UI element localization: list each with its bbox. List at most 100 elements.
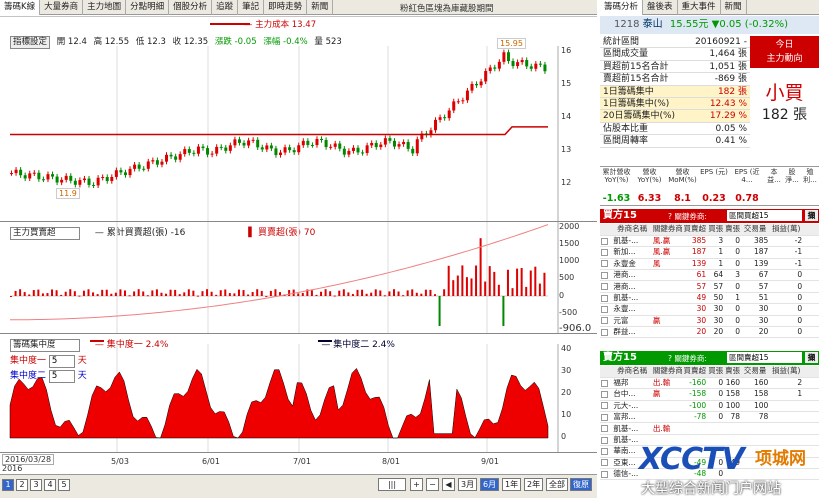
- table-row[interactable]: 富邦... -78 0 78 78: [600, 411, 819, 424]
- table-row[interactable]: 群益... 20 20 0 20 0: [600, 326, 819, 339]
- tab-events[interactable]: 重大事件: [678, 0, 721, 15]
- row-checkbox[interactable]: [601, 317, 608, 325]
- tab-stock-analysis[interactable]: 個股分析: [169, 0, 213, 15]
- candle-body: [14, 169, 18, 174]
- table-row[interactable]: 永豐金風 139 1 0 139 -1: [600, 258, 819, 271]
- row-checkbox[interactable]: [601, 470, 608, 478]
- netbuy-bar: [206, 289, 209, 296]
- row-checkbox[interactable]: [601, 425, 608, 433]
- zoom-out-icon[interactable]: −: [426, 478, 439, 491]
- tab-track[interactable]: 追蹤: [212, 0, 239, 15]
- table-row[interactable]: 德信-... -48 0: [600, 468, 819, 481]
- table-row[interactable]: 港商... 57 57 0 57 0: [600, 280, 819, 293]
- column-header[interactable]: 關鍵券商: [651, 224, 683, 236]
- column-header[interactable]: 券商名稱: [612, 224, 652, 236]
- column-header[interactable]: 賣張: [724, 224, 742, 236]
- candle-body: [502, 52, 506, 62]
- table-row[interactable]: 港商... 61 64 3 67 0: [600, 269, 819, 282]
- table-row[interactable]: 凱基-... 風.贏 385 3 0 385 -2: [600, 235, 819, 248]
- candlestick-chart[interactable]: [0, 16, 597, 222]
- row-checkbox[interactable]: [601, 260, 608, 268]
- table-row[interactable]: 亞東... -49 0 49: [600, 457, 819, 470]
- column-header[interactable]: 賣張: [724, 366, 742, 378]
- tab-right-news[interactable]: 新聞: [721, 0, 747, 15]
- column-header[interactable]: 交易量: [741, 366, 770, 378]
- row-checkbox[interactable]: [601, 248, 608, 256]
- range-3m-button[interactable]: 3月: [458, 478, 478, 491]
- row-checkbox[interactable]: [601, 237, 608, 245]
- range-1y-button[interactable]: 1年: [502, 478, 522, 491]
- row-checkbox[interactable]: [601, 459, 608, 467]
- page-2-button[interactable]: 2: [16, 479, 28, 491]
- tab-after-hours[interactable]: 盤後表: [643, 0, 678, 15]
- conc1-days-select[interactable]: 5: [48, 355, 75, 368]
- table-row[interactable]: 凱基-... 出.輸: [600, 422, 819, 435]
- range-6m-button[interactable]: 6月: [480, 478, 500, 491]
- buy-capture-button[interactable]: 擷: [805, 210, 818, 221]
- tab-branch-detail[interactable]: 分點明細: [126, 0, 170, 15]
- row-checkbox[interactable]: [601, 413, 608, 421]
- column-header[interactable]: 券商名稱: [612, 366, 652, 378]
- page-5-button[interactable]: 5: [58, 479, 70, 491]
- row-checkbox[interactable]: [601, 379, 608, 387]
- conc2-days-select[interactable]: 5: [48, 370, 75, 383]
- row-checkbox[interactable]: [601, 447, 608, 455]
- column-header[interactable]: 交易量: [741, 224, 770, 236]
- tab-kline[interactable]: 籌碼K線: [0, 0, 41, 15]
- concentration-select[interactable]: 籌碼集中度: [10, 339, 80, 352]
- tab-major-broker[interactable]: 大量券商: [40, 0, 84, 15]
- table-row[interactable]: 永豐... 30 30 0 30 0: [600, 303, 819, 316]
- indicator-settings-button[interactable]: 指標設定: [10, 36, 51, 49]
- row-checkbox[interactable]: [601, 402, 608, 410]
- row-checkbox[interactable]: [601, 390, 608, 398]
- column-header[interactable]: 買賣超: [682, 366, 708, 378]
- table-row[interactable]: 福邦 出.輸 -160 0 160 160 2: [600, 377, 819, 390]
- page-4-button[interactable]: 4: [44, 479, 56, 491]
- row-checkbox[interactable]: [601, 305, 608, 313]
- range-2y-button[interactable]: 2年: [524, 478, 544, 491]
- column-header[interactable]: 關鍵券商: [651, 366, 683, 378]
- ytick-16: 16: [561, 46, 572, 55]
- table-cell: 港商...: [612, 280, 652, 293]
- conc2-legend: — 集中度二 2.4%: [321, 340, 395, 350]
- table-row[interactable]: 華南...: [600, 445, 819, 458]
- indicator-select[interactable]: 主力買賣超: [10, 227, 80, 240]
- stat-value: 20160921 -: [695, 37, 747, 47]
- ytick-13: 13: [561, 145, 572, 154]
- sell-range-select[interactable]: 區間賣超15: [727, 352, 802, 363]
- tab-news[interactable]: 新聞: [307, 0, 334, 15]
- scroll-left-icon[interactable]: ◀: [442, 478, 455, 491]
- reset-button[interactable]: 復原: [570, 478, 592, 491]
- table-row[interactable]: 元大-... -100 0 100 100: [600, 400, 819, 413]
- tab-notes[interactable]: 筆記: [238, 0, 265, 15]
- scrollbar-thumb[interactable]: |||: [378, 478, 406, 491]
- column-header[interactable]: 損益(萬): [769, 366, 804, 378]
- tab-main-map[interactable]: 主力地圖: [83, 0, 127, 15]
- tab-chip-analysis[interactable]: 籌碼分析: [600, 0, 644, 15]
- zoom-in-icon[interactable]: +: [410, 478, 423, 491]
- range-all-button[interactable]: 全部: [546, 478, 568, 491]
- column-header[interactable]: 損益(萬): [769, 224, 804, 236]
- tab-intraday[interactable]: 即時走勢: [264, 0, 308, 15]
- row-checkbox[interactable]: [601, 436, 608, 444]
- sell-capture-button[interactable]: 擷: [805, 352, 818, 363]
- row-checkbox[interactable]: [601, 271, 608, 279]
- row-checkbox[interactable]: [601, 294, 608, 302]
- column-header[interactable]: 買張: [707, 366, 725, 378]
- table-row[interactable]: 凱基-... 49 50 1 51 0: [600, 292, 819, 305]
- table-row[interactable]: 台中... 贏 -158 0 158 158 1: [600, 388, 819, 401]
- table-row[interactable]: 新加... 風.贏 187 1 0 187 -1: [600, 246, 819, 259]
- page-3-button[interactable]: 3: [30, 479, 42, 491]
- main-force-chart[interactable]: [0, 222, 597, 334]
- table-row[interactable]: 元富贏 30 30 0 30 0: [600, 315, 819, 328]
- column-header[interactable]: 買賣超: [682, 224, 708, 236]
- row-checkbox[interactable]: [601, 328, 608, 336]
- column-header[interactable]: 買張: [707, 224, 725, 236]
- row-checkbox[interactable]: [601, 283, 608, 291]
- table-cell: 0: [724, 303, 742, 316]
- table-row[interactable]: 凱基-...: [600, 434, 819, 447]
- buy-range-select[interactable]: 區間買超15: [727, 210, 802, 221]
- concentration-chart[interactable]: [0, 334, 597, 453]
- page-1-button[interactable]: 1: [2, 479, 14, 491]
- table-cell: 凱基-...: [612, 292, 652, 305]
